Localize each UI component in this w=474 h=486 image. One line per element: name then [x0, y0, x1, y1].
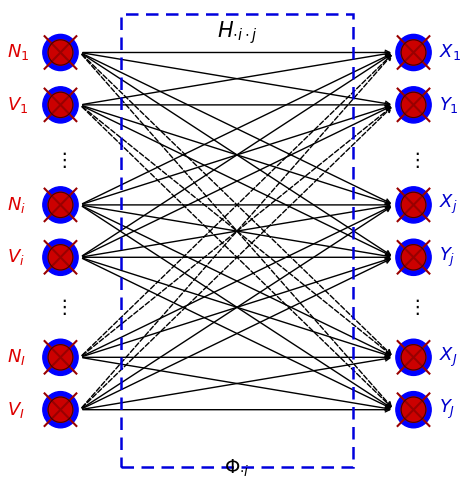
Ellipse shape	[396, 87, 431, 123]
Text: $X_1$: $X_1$	[439, 42, 461, 63]
Text: $\vdots$: $\vdots$	[54, 297, 67, 317]
Ellipse shape	[43, 339, 78, 375]
Text: $V_I$: $V_I$	[7, 399, 25, 420]
Ellipse shape	[43, 35, 78, 70]
Text: $Y_J$: $Y_J$	[439, 398, 456, 421]
Ellipse shape	[396, 339, 431, 375]
Ellipse shape	[401, 345, 426, 370]
Ellipse shape	[401, 40, 426, 65]
Ellipse shape	[401, 244, 426, 270]
Text: $N_i$: $N_i$	[7, 195, 26, 215]
Ellipse shape	[401, 192, 426, 218]
Text: $N_I$: $N_I$	[7, 347, 26, 367]
Ellipse shape	[401, 92, 426, 118]
Text: $N_1$: $N_1$	[7, 42, 29, 63]
Text: $Y_j$: $Y_j$	[439, 246, 456, 269]
Ellipse shape	[396, 392, 431, 428]
Ellipse shape	[401, 397, 426, 422]
Ellipse shape	[43, 87, 78, 123]
Ellipse shape	[43, 239, 78, 276]
Ellipse shape	[396, 239, 431, 276]
Ellipse shape	[48, 40, 73, 65]
Ellipse shape	[396, 187, 431, 223]
Text: $H_{\cdot i\cdot j}$: $H_{\cdot i\cdot j}$	[217, 19, 257, 46]
Text: $\vdots$: $\vdots$	[407, 150, 420, 170]
Ellipse shape	[48, 345, 73, 370]
Ellipse shape	[43, 187, 78, 223]
Text: $V_i$: $V_i$	[7, 247, 25, 267]
Ellipse shape	[43, 392, 78, 428]
Ellipse shape	[48, 244, 73, 270]
Ellipse shape	[48, 192, 73, 218]
Text: $V_1$: $V_1$	[7, 95, 28, 115]
Text: $\vdots$: $\vdots$	[407, 297, 420, 317]
Bar	[121, 15, 353, 467]
Ellipse shape	[48, 397, 73, 422]
Ellipse shape	[48, 92, 73, 118]
Text: $X_j$: $X_j$	[439, 193, 458, 216]
Ellipse shape	[396, 35, 431, 70]
Text: $\vdots$: $\vdots$	[54, 150, 67, 170]
Text: $\Phi_{\cdot i}$: $\Phi_{\cdot i}$	[224, 457, 250, 479]
Text: $Y_1$: $Y_1$	[439, 95, 459, 115]
Text: $X_J$: $X_J$	[439, 346, 457, 369]
